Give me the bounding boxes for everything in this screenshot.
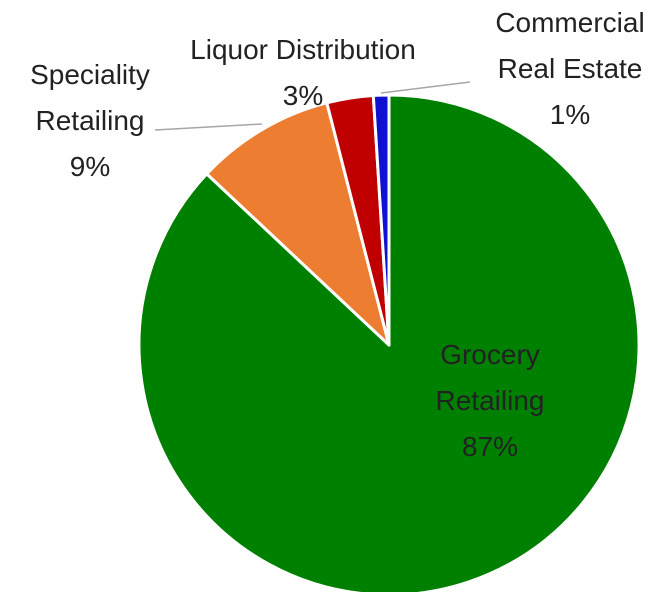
value-label: 9% (69, 151, 111, 182)
category-label: Grocery Retailing (435, 339, 545, 416)
slice-label: Commercial Real Estate 1% (485, 0, 655, 138)
slice-label: Grocery Retailing 87% (415, 332, 565, 470)
leader-line (154, 123, 263, 131)
category-label: Speciality Retailing (30, 59, 150, 136)
value-label: 1% (549, 99, 591, 130)
pie-slice (371, 93, 391, 347)
slice-label: Speciality Retailing 9% (15, 52, 165, 190)
pie-slice (205, 101, 391, 347)
value-label: 87% (461, 431, 519, 462)
category-label: Commercial Real Estate (495, 7, 645, 84)
slice-label: Liquor Distribution 3% (153, 27, 453, 119)
leader-line (380, 81, 471, 94)
category-label: Liquor Distribution (190, 34, 416, 65)
value-label: 3% (282, 80, 324, 111)
